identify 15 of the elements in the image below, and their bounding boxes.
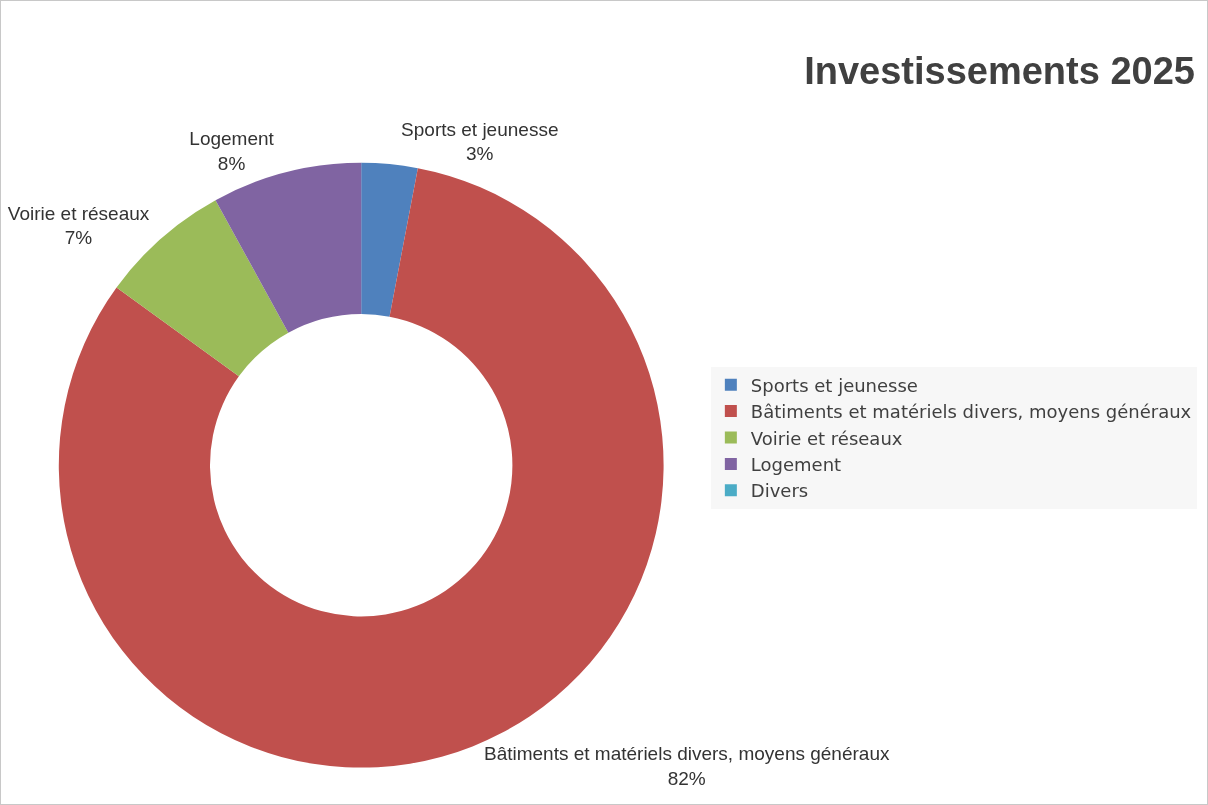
chart-title: Investissements 2025	[804, 49, 1195, 92]
slice-label: Logement	[189, 128, 275, 150]
data-label: 7%	[64, 227, 93, 249]
legend-label: Bâtiments et matériels divers, moyens généraux	[750, 401, 1192, 423]
data-label: 82%	[667, 767, 706, 789]
slice-label: Voirie et réseaux	[7, 202, 150, 224]
legend-label: Logement	[750, 453, 842, 475]
slice-label: Bâtiments et matériels divers, moyens généraux	[483, 743, 890, 765]
legend-label: Divers	[750, 480, 809, 502]
data-label: 8%	[217, 152, 246, 174]
legend-label: Sports et jeunesse	[750, 374, 918, 396]
legend-label: Voirie et réseaux	[750, 427, 903, 449]
slice-label: Sports et jeunesse	[401, 118, 559, 140]
data-label: 3%	[466, 143, 494, 165]
donut-slice	[361, 162, 418, 317]
